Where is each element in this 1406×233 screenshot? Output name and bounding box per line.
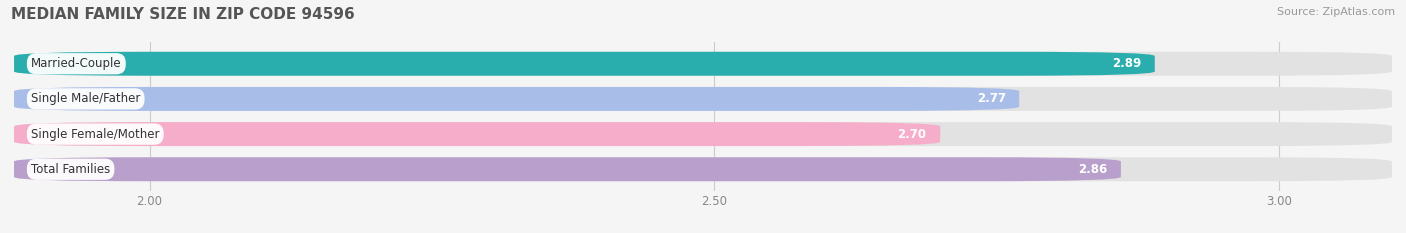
Text: 2.70: 2.70: [897, 128, 927, 140]
Text: 2.77: 2.77: [977, 93, 1005, 105]
Text: Source: ZipAtlas.com: Source: ZipAtlas.com: [1277, 7, 1395, 17]
Text: 2.89: 2.89: [1112, 57, 1142, 70]
Text: Married-Couple: Married-Couple: [31, 57, 122, 70]
Text: MEDIAN FAMILY SIZE IN ZIP CODE 94596: MEDIAN FAMILY SIZE IN ZIP CODE 94596: [11, 7, 354, 22]
Text: Total Families: Total Families: [31, 163, 110, 176]
FancyBboxPatch shape: [14, 52, 1392, 76]
Text: Single Female/Mother: Single Female/Mother: [31, 128, 159, 140]
FancyBboxPatch shape: [14, 52, 1154, 76]
FancyBboxPatch shape: [14, 122, 941, 146]
FancyBboxPatch shape: [14, 157, 1392, 181]
FancyBboxPatch shape: [14, 87, 1392, 111]
FancyBboxPatch shape: [14, 87, 1019, 111]
FancyBboxPatch shape: [14, 122, 1392, 146]
FancyBboxPatch shape: [14, 157, 1121, 181]
Text: 2.86: 2.86: [1078, 163, 1108, 176]
Text: Single Male/Father: Single Male/Father: [31, 93, 141, 105]
